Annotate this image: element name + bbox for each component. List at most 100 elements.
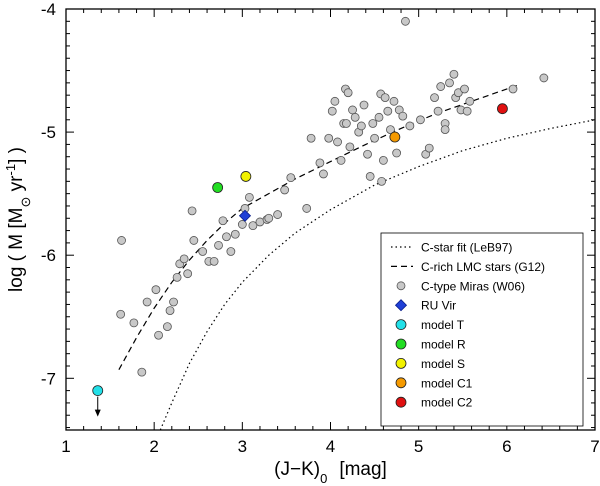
point-c-type-miras-w06- <box>315 158 325 168</box>
point-c-type-miras-w06- <box>165 306 175 315</box>
series-line-dotted <box>159 119 595 430</box>
point-c-type-miras-w06- <box>430 93 439 103</box>
x-tick-label: 1 <box>61 437 70 456</box>
point-c-type-miras-w06- <box>183 269 193 279</box>
point-c-type-miras-w06- <box>137 367 147 377</box>
y-tick-label: -6 <box>41 246 56 265</box>
point-c-type-miras-w06- <box>383 106 393 116</box>
point-model-r <box>212 182 224 193</box>
point-c-type-miras-w06- <box>319 169 328 179</box>
point-c-type-miras-w06- <box>244 192 254 202</box>
point-c-type-miras-w06- <box>378 156 388 165</box>
point-c-type-miras-w06- <box>179 254 189 264</box>
legend-label: model T <box>421 318 465 332</box>
point-c-type-miras-w06- <box>280 185 290 195</box>
x-axis-title: (J−K)0 [mag] <box>274 459 387 486</box>
legend-marker <box>395 377 407 389</box>
legend-marker <box>395 338 407 350</box>
point-model-t <box>92 385 104 397</box>
point-c-type-miras-w06- <box>187 206 197 216</box>
svg-text:log ( M [M⊙ yr-1] ): log ( M [M⊙ yr-1] ) <box>3 147 33 292</box>
x-axis-title-main: (J−K) <box>274 459 320 480</box>
legend-label: model R <box>421 338 466 352</box>
point-c-type-miras-w06- <box>336 156 346 165</box>
point-c-type-miras-w06- <box>356 121 366 131</box>
y-tick-label: -5 <box>41 123 56 142</box>
x-tick-label: 7 <box>590 437 599 456</box>
upper-limit-arrow-head <box>94 409 101 417</box>
legend-marker <box>395 319 407 331</box>
point-c-type-miras-w06- <box>359 100 369 110</box>
point-c-type-miras-w06- <box>327 106 337 116</box>
legend-marker <box>395 357 407 369</box>
x-tick-label: 3 <box>238 437 247 456</box>
point-c-type-miras-w06- <box>377 176 387 186</box>
point-c-type-miras-w06- <box>151 285 161 295</box>
point-c-type-miras-w06- <box>198 247 208 256</box>
point-c-type-miras-w06- <box>189 236 199 245</box>
y-axis-title: log ( M [M⊙ yr-1] ) <box>3 147 33 292</box>
point-c-type-miras-w06- <box>386 125 395 135</box>
point-c-type-miras-w06- <box>405 121 415 131</box>
point-c-type-miras-w06- <box>330 96 340 106</box>
point-c-type-miras-w06- <box>226 247 236 256</box>
point-c-type-miras-w06- <box>324 133 334 143</box>
point-c-type-miras-w06- <box>172 272 182 282</box>
point-c-type-miras-w06- <box>365 172 375 181</box>
x-axis-title-unit: [mag] <box>339 459 387 480</box>
legend-label: model C1 <box>421 376 473 390</box>
legend-marker <box>394 299 408 312</box>
y-axis-title-sun: ⊙ <box>18 197 33 208</box>
point-c-type-miras-w06- <box>508 84 518 94</box>
point-c-type-miras-w06- <box>306 133 316 143</box>
point-c-type-miras-w06- <box>302 204 312 213</box>
point-c-type-miras-w06- <box>539 73 549 83</box>
point-c-type-miras-w06- <box>169 297 178 307</box>
point-c-type-miras-w06- <box>445 78 454 88</box>
point-c-type-miras-w06- <box>286 173 296 183</box>
legend-marker <box>396 281 406 291</box>
point-c-type-miras-w06- <box>129 318 139 328</box>
point-c-type-miras-w06- <box>370 133 379 143</box>
point-c-type-miras-w06- <box>333 137 342 147</box>
legend-marker <box>395 396 407 408</box>
y-axis-title-prefix: log ( <box>6 250 27 292</box>
legend-label: RU Vir <box>421 299 456 313</box>
point-c-type-miras-w06- <box>389 96 399 106</box>
point-c-type-miras-w06- <box>230 229 240 239</box>
point-c-type-miras-w06- <box>368 119 378 128</box>
point-c-type-miras-w06- <box>222 232 231 242</box>
axis-ticks: 1 2 3 4 5 6 7 -7 -6 -5 -4 <box>41 0 600 456</box>
point-c-type-miras-w06- <box>348 105 357 115</box>
point-c-type-miras-w06- <box>116 309 126 319</box>
point-c-type-miras-w06- <box>401 16 410 26</box>
point-c-type-miras-w06- <box>363 149 372 159</box>
point-c-type-miras-w06- <box>460 84 469 94</box>
point-c-type-miras-w06- <box>264 213 274 223</box>
y-axis-title-yr: yr <box>6 175 27 197</box>
point-c-type-miras-w06- <box>416 115 425 125</box>
point-c-type-miras-w06- <box>117 236 126 245</box>
y-tick-label: -7 <box>41 369 56 388</box>
point-c-type-miras-w06- <box>273 210 283 219</box>
point-c-type-miras-w06- <box>345 142 355 152</box>
point-c-type-miras-w06- <box>433 106 443 116</box>
point-c-type-miras-w06- <box>142 297 152 307</box>
point-ru-vir <box>238 209 252 222</box>
point-c-type-miras-w06- <box>462 106 472 116</box>
point-c-type-miras-w06- <box>424 143 434 153</box>
point-c-type-miras-w06- <box>374 112 384 122</box>
point-c-type-miras-w06- <box>162 322 172 331</box>
x-tick-label: 2 <box>149 437 158 456</box>
x-tick-label: 5 <box>414 437 423 456</box>
legend-label: C-rich LMC stars (G12) <box>421 260 545 274</box>
point-c-type-miras-w06- <box>237 220 247 229</box>
point-model-c2 <box>497 103 508 115</box>
point-c-type-miras-w06- <box>350 112 360 122</box>
point-c-type-miras-w06- <box>154 330 163 340</box>
legend-label: model S <box>421 357 465 371</box>
legend-label: model C2 <box>421 396 473 410</box>
y-axis-title-bracket: [M <box>6 208 27 234</box>
x-axis-title-sub: 0 <box>320 471 327 486</box>
